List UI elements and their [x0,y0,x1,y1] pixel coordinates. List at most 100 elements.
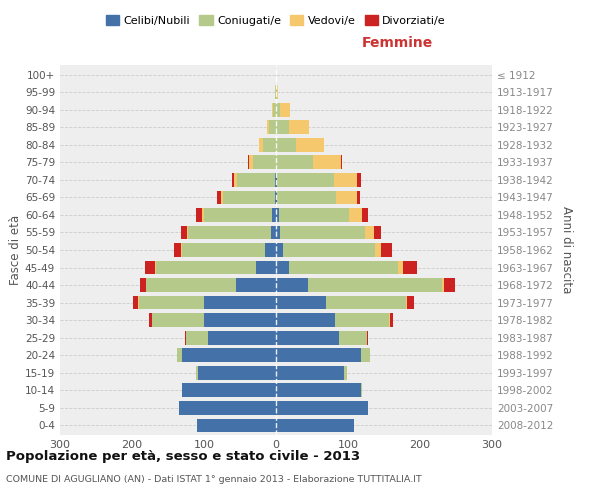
Bar [390,314,394,327]
Bar [185,331,186,344]
Bar [217,190,221,204]
Bar [280,226,365,239]
Bar [334,173,358,186]
Bar [344,366,347,380]
Bar [269,120,276,134]
Bar [365,226,374,239]
Bar [277,190,337,204]
Bar [174,243,181,257]
Bar [208,331,276,344]
Bar [236,278,276,292]
Bar [276,208,279,222]
Bar [263,138,276,151]
Bar [152,314,204,327]
Bar [157,260,256,274]
Bar [188,226,271,239]
Bar [250,156,253,169]
Bar [196,208,202,222]
Bar [276,138,296,151]
Bar [445,278,455,292]
Bar [276,314,335,327]
Bar [374,226,381,239]
Bar [253,156,276,169]
Bar [139,296,204,310]
Bar [149,314,152,327]
Bar [155,260,157,274]
Bar [276,120,289,134]
Bar [133,296,139,310]
Bar [276,348,361,362]
Bar [283,243,376,257]
Bar [276,384,361,397]
Bar [341,156,342,169]
Bar [197,418,276,432]
Bar [407,296,414,310]
Bar [276,86,277,99]
Bar [296,138,323,151]
Bar [204,208,272,222]
Bar [248,156,250,169]
Bar [276,260,289,274]
Bar [204,314,276,327]
Y-axis label: Anni di nascita: Anni di nascita [560,206,573,294]
Bar [276,156,313,169]
Bar [398,260,403,274]
Text: COMUNE DI AGUGLIANO (AN) - Dati ISTAT 1° gennaio 2013 - Elaborazione TUTTITALIA.: COMUNE DI AGUGLIANO (AN) - Dati ISTAT 1°… [6,475,422,484]
Bar [276,190,277,204]
Bar [182,384,276,397]
Bar [259,138,263,151]
Bar [181,226,187,239]
Bar [335,314,389,327]
Bar [146,278,236,292]
Bar [361,348,370,362]
Bar [145,260,155,274]
Text: Femmine: Femmine [361,36,433,50]
Text: Popolazione per età, sesso e stato civile - 2013: Popolazione per età, sesso e stato civil… [6,450,360,463]
Bar [277,86,278,99]
Bar [340,331,367,344]
Legend: Celibi/Nubili, Coniugati/e, Vedovi/e, Divorziati/e: Celibi/Nubili, Coniugati/e, Vedovi/e, Di… [101,10,451,30]
Bar [221,190,223,204]
Bar [275,86,276,99]
Bar [337,190,356,204]
Bar [275,173,276,186]
Bar [237,173,275,186]
Bar [266,120,269,134]
Bar [276,243,283,257]
Bar [280,103,290,117]
Bar [181,243,182,257]
Bar [276,103,280,117]
Bar [223,190,275,204]
Bar [349,208,362,222]
Bar [276,401,368,414]
Bar [198,366,276,380]
Bar [273,103,276,117]
Bar [289,260,398,274]
Bar [182,348,276,362]
Bar [289,120,309,134]
Bar [265,243,276,257]
Bar [276,296,326,310]
Bar [313,156,341,169]
Bar [232,173,234,186]
Y-axis label: Fasce di età: Fasce di età [9,215,22,285]
Bar [179,401,276,414]
Bar [442,278,445,292]
Bar [362,208,368,222]
Bar [272,103,273,117]
Bar [276,173,277,186]
Bar [140,278,146,292]
Bar [275,190,276,204]
Bar [204,296,276,310]
Bar [356,190,360,204]
Bar [256,260,276,274]
Bar [279,208,349,222]
Bar [308,278,442,292]
Bar [186,331,208,344]
Bar [187,226,188,239]
Bar [361,384,362,397]
Bar [381,243,392,257]
Bar [276,418,354,432]
Bar [272,208,276,222]
Bar [202,208,204,222]
